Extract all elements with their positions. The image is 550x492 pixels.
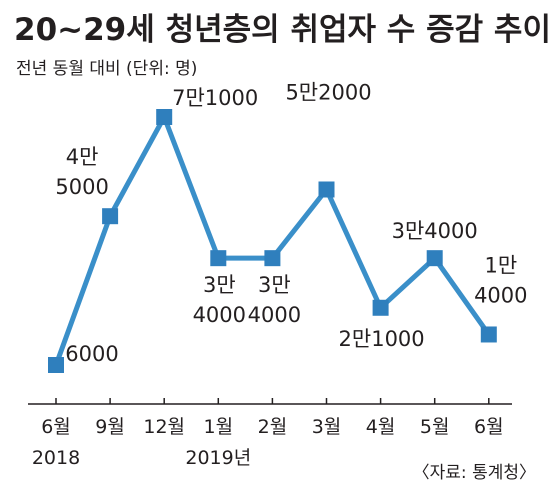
data-label: 4000 bbox=[474, 283, 527, 307]
data-point bbox=[372, 299, 389, 316]
data-label: 5000 bbox=[55, 175, 108, 199]
x-tick-label: 9월 bbox=[95, 416, 125, 438]
data-label: 4000 bbox=[193, 303, 246, 327]
data-label: 1만 bbox=[484, 253, 517, 277]
x-year-label: 2019년 bbox=[185, 447, 251, 469]
data-point bbox=[426, 250, 443, 267]
data-point bbox=[48, 357, 64, 373]
data-point bbox=[480, 326, 497, 343]
x-year-label: 2018 bbox=[32, 447, 80, 469]
data-point bbox=[156, 109, 173, 125]
data-label: 3만 bbox=[203, 273, 236, 297]
data-label: 5만2000 bbox=[285, 80, 371, 104]
x-tick-label: 12월 bbox=[143, 416, 185, 438]
data-label: 3만4000 bbox=[392, 219, 478, 243]
x-tick-label: 2월 bbox=[258, 416, 288, 438]
data-point bbox=[102, 208, 119, 225]
x-tick-label: 6월 bbox=[474, 416, 504, 438]
data-label: 4만 bbox=[66, 145, 99, 169]
data-label: 7만1000 bbox=[172, 86, 258, 110]
x-tick-label: 4월 bbox=[366, 416, 396, 438]
data-label: 2만1000 bbox=[339, 327, 425, 351]
x-tick-label: 5월 bbox=[420, 416, 450, 438]
x-tick-label: 6월 bbox=[41, 416, 71, 438]
data-point bbox=[210, 250, 227, 267]
data-label: 6000 bbox=[65, 342, 118, 366]
x-tick-label: 1월 bbox=[204, 416, 234, 438]
data-point bbox=[264, 250, 281, 267]
plot-area: 6월 9월 12월 1월 2월 3월 4월 5월 6월 2018 2019년 6000 4만 5000 7만… bbox=[28, 80, 528, 469]
chart-subtitle: 전년 동월 대비 (단위: 명) bbox=[16, 59, 197, 79]
source-note: 〈자료: 통계청〉 bbox=[413, 463, 536, 483]
chart-title: 20~29세 청년층의 취업자 수 증감 추이 bbox=[14, 12, 550, 48]
data-label: 3만 bbox=[258, 273, 291, 297]
x-tick-label: 3월 bbox=[312, 416, 342, 438]
data-point bbox=[318, 181, 335, 198]
data-label: 4000 bbox=[248, 303, 301, 327]
